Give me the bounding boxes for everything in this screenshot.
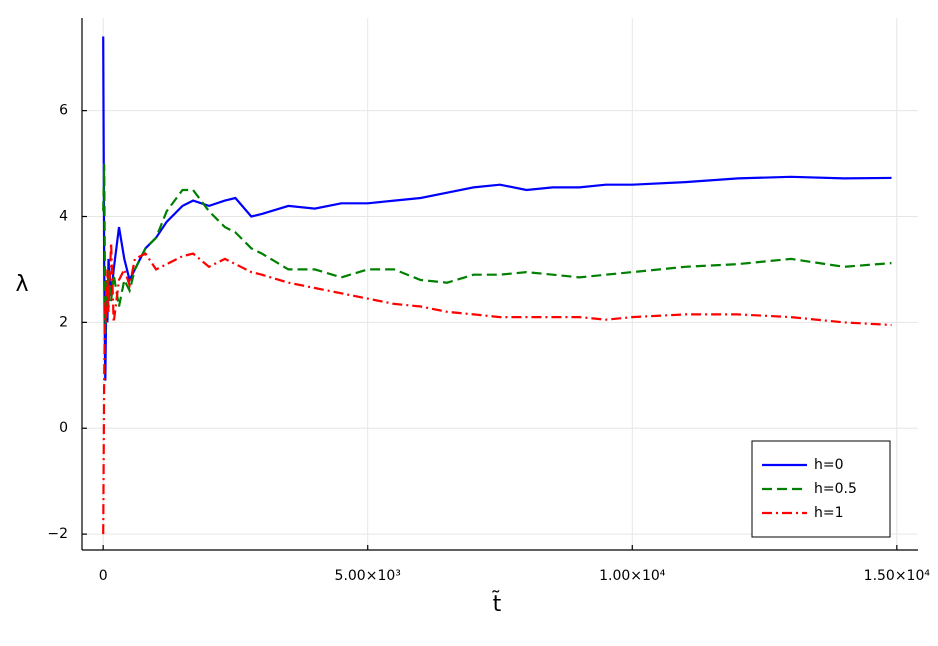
- x-tick-label: 1.50×10⁴: [864, 568, 931, 584]
- legend-label: h=0: [814, 457, 844, 473]
- series-line: [102, 163, 892, 334]
- legend-label: h=0.5: [814, 481, 857, 497]
- x-tick-label: 5.00×10³: [335, 568, 401, 584]
- y-tick-label: 2: [59, 314, 68, 330]
- legend-label: h=1: [814, 505, 844, 521]
- x-axis-label: t̃: [491, 591, 501, 617]
- y-tick-label: 4: [59, 209, 68, 225]
- y-tick-label: 6: [59, 103, 68, 119]
- series-line: [102, 242, 892, 535]
- x-tick-label: 1.00×10⁴: [599, 568, 666, 584]
- y-tick-label: 0: [59, 420, 68, 436]
- x-tick-label: 0: [99, 568, 108, 584]
- series-line: [102, 36, 892, 381]
- legend-box: [751, 440, 891, 538]
- y-axis-label: λ: [15, 272, 28, 297]
- y-tick-label: −2: [47, 526, 68, 542]
